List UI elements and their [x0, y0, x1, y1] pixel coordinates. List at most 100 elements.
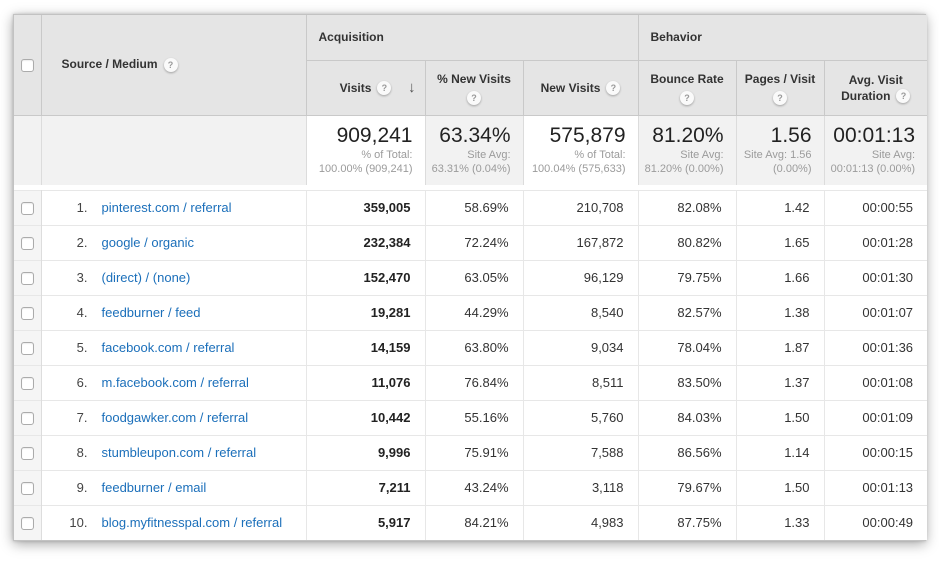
pages-visit-label: Pages / Visit: [744, 71, 816, 86]
row-checkbox[interactable]: [20, 342, 34, 356]
help-icon[interactable]: ?: [680, 90, 695, 105]
bounce-rate-cell: 86.56%: [638, 434, 737, 470]
row-checkbox[interactable]: [20, 237, 34, 251]
column-header-bounce-rate[interactable]: Bounce Rate ?: [638, 60, 737, 116]
row-checkbox[interactable]: [20, 307, 34, 321]
acquisition-label: Acquisition: [318, 30, 384, 45]
row-checkbox-cell: [14, 259, 42, 295]
row-checkbox-cell: [14, 189, 42, 225]
source-link[interactable]: blog.myfitnesspal.com / referral: [101, 515, 283, 531]
source-link[interactable]: (direct) / (none): [101, 270, 191, 285]
avg-duration-cell: 00:01:30: [824, 259, 928, 295]
visits-cell: 19,281: [306, 294, 426, 330]
summary-visits: 909,241 % of Total: 100.00% (909,241): [306, 115, 426, 185]
help-icon[interactable]: ?: [377, 81, 392, 96]
bounce-rate-cell: 82.57%: [638, 294, 737, 330]
row-checkbox-cell: [14, 434, 42, 470]
table-row: 5. facebook.com / referral 14,159 63.80% …: [14, 329, 928, 365]
row-checkbox[interactable]: [20, 517, 34, 531]
pct-new-visits-cell: 63.05%: [425, 259, 524, 295]
help-icon[interactable]: ?: [467, 90, 481, 105]
summary-new-visits: 575,879 % of Total: 100.04% (575,633): [523, 115, 639, 185]
row-checkbox[interactable]: [20, 377, 34, 391]
summary-duration-value: 00:01:13: [833, 123, 916, 147]
row-index: 10.: [69, 515, 88, 531]
visits-cell: 5,917: [306, 504, 426, 540]
sort-descending-icon[interactable]: ↓: [408, 78, 416, 96]
new-visits-cell: 96,129: [523, 259, 639, 295]
visits-cell: 9,996: [306, 434, 426, 470]
source-link[interactable]: google / organic: [101, 235, 195, 250]
source-link[interactable]: m.facebook.com / referral: [101, 375, 249, 390]
row-checkbox[interactable]: [20, 482, 34, 496]
row-checkbox[interactable]: [20, 447, 34, 461]
table-body: 1. pinterest.com / referral 359,005 58.69…: [14, 189, 928, 540]
source-link[interactable]: facebook.com / referral: [101, 340, 235, 355]
row-index: 1.: [76, 200, 88, 215]
help-icon[interactable]: ?: [896, 89, 911, 104]
column-header-pages-visit[interactable]: Pages / Visit ?: [736, 60, 825, 116]
pct-new-visits-cell: 63.80%: [425, 329, 524, 365]
row-checkbox[interactable]: [20, 412, 34, 426]
pages-visit-cell: 1.38: [736, 294, 825, 330]
row-checkbox[interactable]: [20, 272, 34, 286]
help-icon[interactable]: ?: [163, 58, 178, 73]
source-link[interactable]: feedburner / email: [101, 480, 207, 495]
avg-duration-cell: 00:01:07: [824, 294, 928, 330]
summary-bounce-value: 81.20%: [652, 123, 724, 147]
summary-pct-new-value: 63.34%: [439, 123, 511, 147]
source-cell: 1. pinterest.com / referral: [41, 189, 307, 225]
table-row: 7. foodgawker.com / referral 10,442 55.16…: [14, 399, 928, 435]
source-cell: 7. foodgawker.com / referral: [41, 399, 307, 435]
select-all-cell: [14, 15, 42, 116]
table-row: 4. feedburner / feed 19,281 44.29% 8,540 …: [14, 294, 928, 330]
summary-pages-value: 1.56: [770, 123, 812, 147]
column-header-new-visits[interactable]: New Visits?: [523, 60, 639, 116]
pct-new-visits-cell: 44.29%: [425, 294, 524, 330]
bounce-rate-cell: 79.67%: [638, 469, 737, 505]
select-all-checkbox[interactable]: [20, 58, 34, 72]
help-icon[interactable]: ?: [773, 90, 788, 105]
table-row: 2. google / organic 232,384 72.24% 167,87…: [14, 224, 928, 260]
summary-visits-value: 909,241: [336, 123, 413, 147]
column-header-avg-duration[interactable]: Avg. Visit Duration?: [824, 60, 928, 116]
column-header-visits[interactable]: Visits? ↓: [306, 60, 426, 116]
pct-new-visits-cell: 84.21%: [425, 504, 524, 540]
table-row: 3. (direct) / (none) 152,470 63.05% 96,12…: [14, 259, 928, 295]
avg-duration-cell: 00:01:13: [824, 469, 928, 505]
table-row: 9. feedburner / email 7,211 43.24% 3,118 …: [14, 469, 928, 505]
avg-duration-label: Avg. Visit Duration: [841, 72, 903, 103]
data-table: Source / Medium? Acquisition Behavior Vi…: [14, 15, 928, 540]
avg-duration-cell: 00:01:08: [824, 364, 928, 400]
source-medium-label: Source / Medium: [61, 57, 158, 72]
group-header-behavior: Behavior: [638, 15, 928, 61]
new-visits-cell: 210,708: [523, 189, 639, 225]
pages-visit-cell: 1.42: [736, 189, 825, 225]
pages-visit-cell: 1.87: [736, 329, 825, 365]
new-visits-label: New Visits: [540, 80, 601, 95]
row-index: 2.: [76, 235, 88, 250]
column-header-source-medium[interactable]: Source / Medium?: [41, 15, 307, 116]
row-index: 9.: [76, 480, 88, 495]
source-link[interactable]: feedburner / feed: [101, 305, 201, 320]
source-link[interactable]: stumbleupon.com / referral: [101, 445, 257, 460]
pages-visit-cell: 1.66: [736, 259, 825, 295]
avg-duration-cell: 00:00:49: [824, 504, 928, 540]
pct-new-visits-cell: 55.16%: [425, 399, 524, 435]
source-link[interactable]: pinterest.com / referral: [101, 200, 232, 215]
pages-visit-cell: 1.65: [736, 224, 825, 260]
bounce-rate-cell: 84.03%: [638, 399, 737, 435]
pct-new-visits-cell: 43.24%: [425, 469, 524, 505]
new-visits-cell: 4,983: [523, 504, 639, 540]
column-header-pct-new-visits[interactable]: % New Visits ?: [425, 60, 524, 116]
bounce-rate-cell: 82.08%: [638, 189, 737, 225]
visits-label: Visits: [339, 80, 372, 95]
bounce-rate-cell: 79.75%: [638, 259, 737, 295]
visits-cell: 232,384: [306, 224, 426, 260]
table-row: 6. m.facebook.com / referral 11,076 76.84…: [14, 364, 928, 400]
help-icon[interactable]: ?: [606, 81, 621, 96]
row-checkbox[interactable]: [20, 202, 34, 216]
source-cell: 3. (direct) / (none): [41, 259, 307, 295]
source-link[interactable]: foodgawker.com / referral: [101, 410, 249, 425]
row-checkbox-cell: [14, 224, 42, 260]
